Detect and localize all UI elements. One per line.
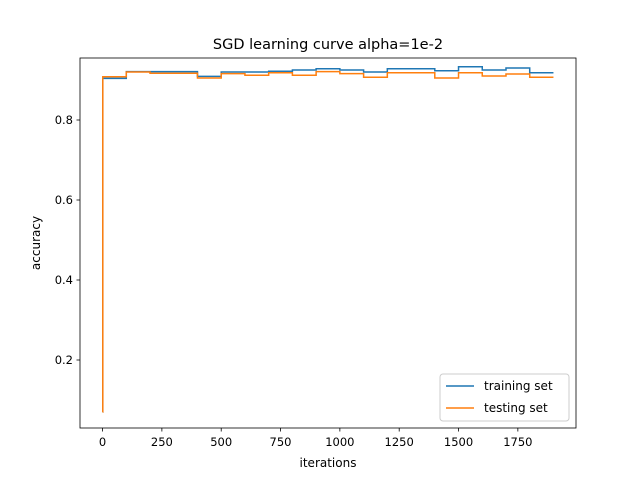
y-tick-label: 0.6	[55, 193, 73, 207]
plot-frame	[79, 57, 577, 429]
legend-label-training: training set	[484, 379, 553, 393]
series-line-training-set	[102, 66, 554, 413]
x-tick-label: 250	[151, 435, 173, 449]
x-tick-label: 1250	[385, 435, 414, 449]
y-tick-label: 0.2	[55, 353, 73, 367]
plot-area	[80, 58, 576, 428]
x-tick-label: 1500	[444, 435, 473, 449]
x-axis-ticks: 0 250 500 750 1000 1250 1500 1750	[99, 428, 532, 449]
legend: training set testing set	[439, 373, 570, 422]
y-axis-ticks: 0.2 0.4 0.6 0.8	[55, 113, 80, 367]
x-axis-label: iterations	[300, 456, 357, 470]
x-tick-label: 1750	[503, 435, 532, 449]
legend-label-testing: testing set	[484, 401, 548, 415]
series-layer	[102, 66, 554, 413]
x-tick-label: 500	[210, 435, 232, 449]
series-line-testing-set	[102, 70, 554, 413]
chart-title: SGD learning curve alpha=1e-2	[213, 37, 443, 53]
x-tick-label: 1000	[325, 435, 354, 449]
y-tick-label: 0.8	[55, 113, 73, 127]
y-axis-label: accuracy	[29, 216, 43, 270]
x-tick-label: 750	[270, 435, 292, 449]
y-tick-label: 0.4	[55, 273, 73, 287]
x-tick-label: 0	[99, 435, 106, 449]
